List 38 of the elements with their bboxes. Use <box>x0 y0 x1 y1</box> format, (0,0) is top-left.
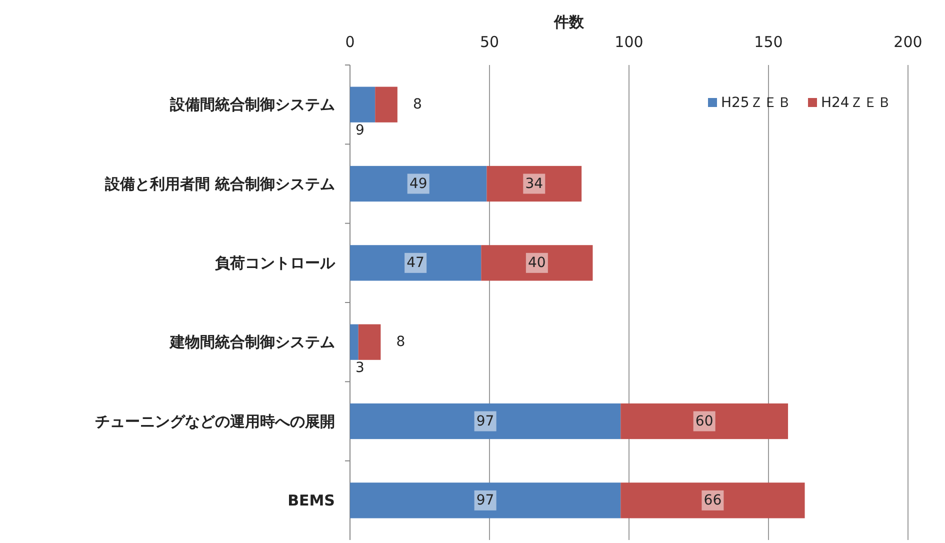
data-label: 66 <box>704 492 722 508</box>
y-tick-label: BEMS <box>288 491 335 510</box>
bar <box>350 324 358 360</box>
y-tick-label: 設備間統合制御システム <box>169 96 335 114</box>
bar <box>350 403 621 440</box>
legend-label: H24ＺＥＢ <box>821 95 892 111</box>
y-tick-label: 負荷コントロール <box>215 254 336 272</box>
bar <box>375 86 398 122</box>
x-tick-label: 200 <box>894 33 922 51</box>
x-tick-label: 50 <box>480 33 500 51</box>
bar <box>350 245 482 281</box>
legend-label: H25ＺＥＢ <box>721 95 792 111</box>
data-label: 97 <box>476 413 494 430</box>
bar <box>350 482 621 518</box>
data-label: 8 <box>412 96 422 113</box>
bar <box>350 166 487 202</box>
y-tick-label: 建物間統合制御システム <box>169 333 335 352</box>
bar <box>350 86 376 122</box>
x-axis-title: 件数 <box>553 13 585 31</box>
data-label: 40 <box>528 254 546 271</box>
data-label: 9 <box>356 122 364 138</box>
y-tick-label: チューニングなどの運用時への展開 <box>95 412 335 430</box>
bar <box>620 482 805 518</box>
data-label: 47 <box>406 254 424 271</box>
bar <box>620 403 788 440</box>
bar <box>486 166 582 202</box>
bar <box>358 324 381 360</box>
x-tick-label: 0 <box>345 33 355 51</box>
data-label: 3 <box>356 360 364 376</box>
x-tick-label: 150 <box>754 33 783 51</box>
data-label: 34 <box>525 176 544 192</box>
data-label: 49 <box>409 176 428 192</box>
bar <box>481 245 593 281</box>
y-tick-label: 設備と利用者間 統合制御システム <box>104 174 335 193</box>
data-label: 8 <box>396 334 406 350</box>
data-label: 97 <box>476 492 494 508</box>
x-tick-label: 100 <box>614 33 644 51</box>
data-label: 60 <box>695 413 714 430</box>
